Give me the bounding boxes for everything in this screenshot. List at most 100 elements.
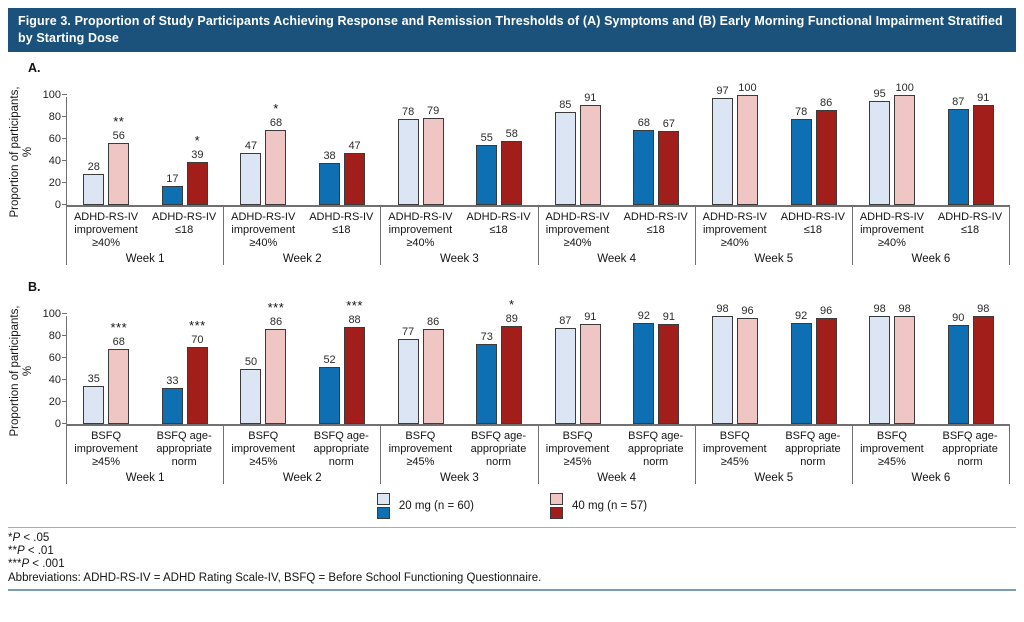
week-column-3: 77 86 73 89 * — [381, 297, 539, 424]
bar-20mg: 50 — [240, 356, 262, 424]
bar-group: 50 86 *** — [224, 300, 303, 424]
group-label-line: ≥45% — [92, 456, 121, 468]
bar-value: 28 — [87, 161, 100, 174]
bar-group: 87 91 — [539, 311, 618, 424]
bar-value: 47 — [348, 140, 361, 153]
bar-value: 91 — [977, 91, 990, 104]
y-tick-label: 100 — [42, 308, 61, 320]
week-cell: BSFQ improvement ≥45% BSFQ age-appropriate n… — [380, 426, 537, 484]
y-axis-label-line: Proportion of participants, — [9, 86, 21, 218]
week-column-2: 50 86 *** 52 88 *** — [224, 298, 381, 424]
bar-value: 98 — [898, 303, 911, 316]
group-label-line: ≥45% — [563, 456, 592, 468]
significance-marker: * — [273, 101, 279, 117]
significance-marker: ** — [113, 114, 125, 130]
bar-20mg: 35 — [83, 373, 105, 424]
bars-region-b: 0 20 40 60 80 100 35 68 *** 33 70 *** 50 86 *** 52 88 ***… — [43, 297, 1010, 430]
bar-40mg: 88 *** — [344, 298, 366, 424]
group-label-line: BSFQ — [562, 430, 593, 442]
bar-40mg: 67 — [658, 118, 680, 205]
y-tick-mark — [62, 401, 67, 402]
week-label: Week 1 — [125, 472, 165, 484]
separator-line-top — [8, 527, 1016, 528]
group-labels-row: ADHD-RS-IV improvement ≥40% ADHD-RS-IV ≤18 — [67, 211, 223, 250]
bar-20mg: 98 — [869, 303, 891, 424]
group-label-line: ADHD-RS-IV — [73, 211, 139, 223]
footnote-stars: ** — [8, 545, 17, 557]
swatch-40mg-light-icon — [550, 493, 563, 505]
group-label-line: BSFQ — [405, 430, 436, 442]
bar-value: 97 — [716, 85, 729, 98]
week-column-5: 97 100 78 86 — [696, 82, 853, 205]
y-tick-label: 80 — [48, 330, 61, 342]
bar-40mg: 70 *** — [186, 318, 208, 424]
bar-40mg: 100 — [736, 82, 758, 205]
bar-group: 78 79 — [381, 97, 460, 205]
group-label-line: improvement — [545, 443, 610, 455]
group-label-line: improvement — [702, 224, 767, 236]
week-label: Week 2 — [282, 253, 322, 265]
bar-value: 91 — [584, 310, 597, 323]
footnote-text: < .001 — [29, 558, 65, 570]
group-labels-row: BSFQ improvement ≥45% BSFQ age-appropriate n… — [67, 430, 223, 469]
bar-group: 73 89 * — [460, 297, 539, 424]
group-label: BSFQ improvement ≥45% — [853, 430, 931, 469]
bar-20mg: 52 — [319, 354, 341, 424]
figure-3: Figure 3. Proportion of Study Participan… — [8, 8, 1016, 591]
legend-item-40mg: 40 mg (n = 57) — [550, 493, 647, 519]
bar-20mg: 28 — [83, 161, 105, 205]
bar-value: 77 — [402, 326, 415, 339]
week-label: Week 1 — [125, 253, 165, 265]
group-label-line: ADHD-RS-IV — [780, 211, 845, 223]
week-column-5: 98 96 92 96 — [696, 303, 853, 424]
group-label-line: ADHD-RS-IV — [859, 211, 924, 223]
week-cell: ADHD-RS-IV improvement ≥40% ADHD-RS-IV ≤18 We… — [66, 207, 223, 265]
bar-20mg: 73 — [476, 331, 498, 424]
group-label-line: BSFQ age- — [470, 430, 526, 442]
group-label: ADHD-RS-IV ≤18 — [931, 211, 1009, 250]
bar-value: 68 — [637, 117, 651, 130]
group-label: ADHD-RS-IV improvement ≥40% — [853, 211, 931, 250]
bar-group: 90 98 — [931, 303, 1010, 424]
bar-value: 92 — [637, 309, 651, 322]
bar-group: 97 100 — [696, 82, 775, 205]
bar-value: 38 — [323, 150, 336, 163]
panel-label-b: B. — [28, 280, 41, 294]
bar-40mg: 86 — [815, 97, 837, 205]
bar-40mg: 91 — [658, 311, 680, 424]
y-tick-mark — [62, 204, 67, 205]
week-label: Week 3 — [440, 253, 479, 265]
bar-20mg: 17 — [161, 173, 183, 205]
week-cell: BSFQ improvement ≥45% BSFQ age-appropriate n… — [223, 426, 380, 484]
bar-40mg: 89 * — [501, 297, 523, 424]
bar-20mg: 38 — [319, 150, 341, 205]
legend: 20 mg (n = 60) 40 mg (n = 57) — [8, 493, 1016, 519]
bar-group: 35 68 *** — [67, 316, 146, 424]
swatch-20mg-light-icon — [376, 493, 390, 505]
group-label-line: ≥45% — [249, 456, 278, 468]
group-label-line: appropriate — [313, 443, 370, 455]
group-label-line: improvement — [860, 224, 924, 236]
group-label-line: improvement — [231, 224, 295, 236]
group-label: BSFQ improvement ≥45% — [67, 430, 145, 469]
bar-20mg: 98 — [711, 303, 733, 424]
bar-20mg: 68 — [633, 117, 655, 205]
bar-40mg: 47 — [344, 140, 366, 205]
group-label-line: norm — [643, 456, 669, 468]
group-label-line: improvement — [74, 443, 138, 455]
group-label-line: ADHD-RS-IV — [937, 211, 1003, 223]
group-label-line: improvement — [388, 224, 453, 236]
week-cell: BSFQ improvement ≥45% BSFQ age-appropriate n… — [66, 426, 223, 484]
bar-value: 98 — [873, 303, 886, 316]
y-tick-label: 40 — [48, 155, 61, 167]
bar-value: 33 — [166, 374, 179, 387]
bar-40mg: 98 — [894, 303, 916, 424]
bar-20mg: 33 — [161, 375, 183, 424]
bar-value: 56 — [112, 130, 125, 143]
group-label-line: ≥40% — [92, 237, 121, 249]
bar-value: 68 — [269, 117, 283, 130]
group-label-line: ADHD-RS-IV — [152, 211, 217, 223]
y-tick-mark — [62, 138, 67, 139]
group-label-line: ≥40% — [877, 237, 906, 249]
group-label-line: ADHD-RS-IV — [623, 211, 688, 223]
